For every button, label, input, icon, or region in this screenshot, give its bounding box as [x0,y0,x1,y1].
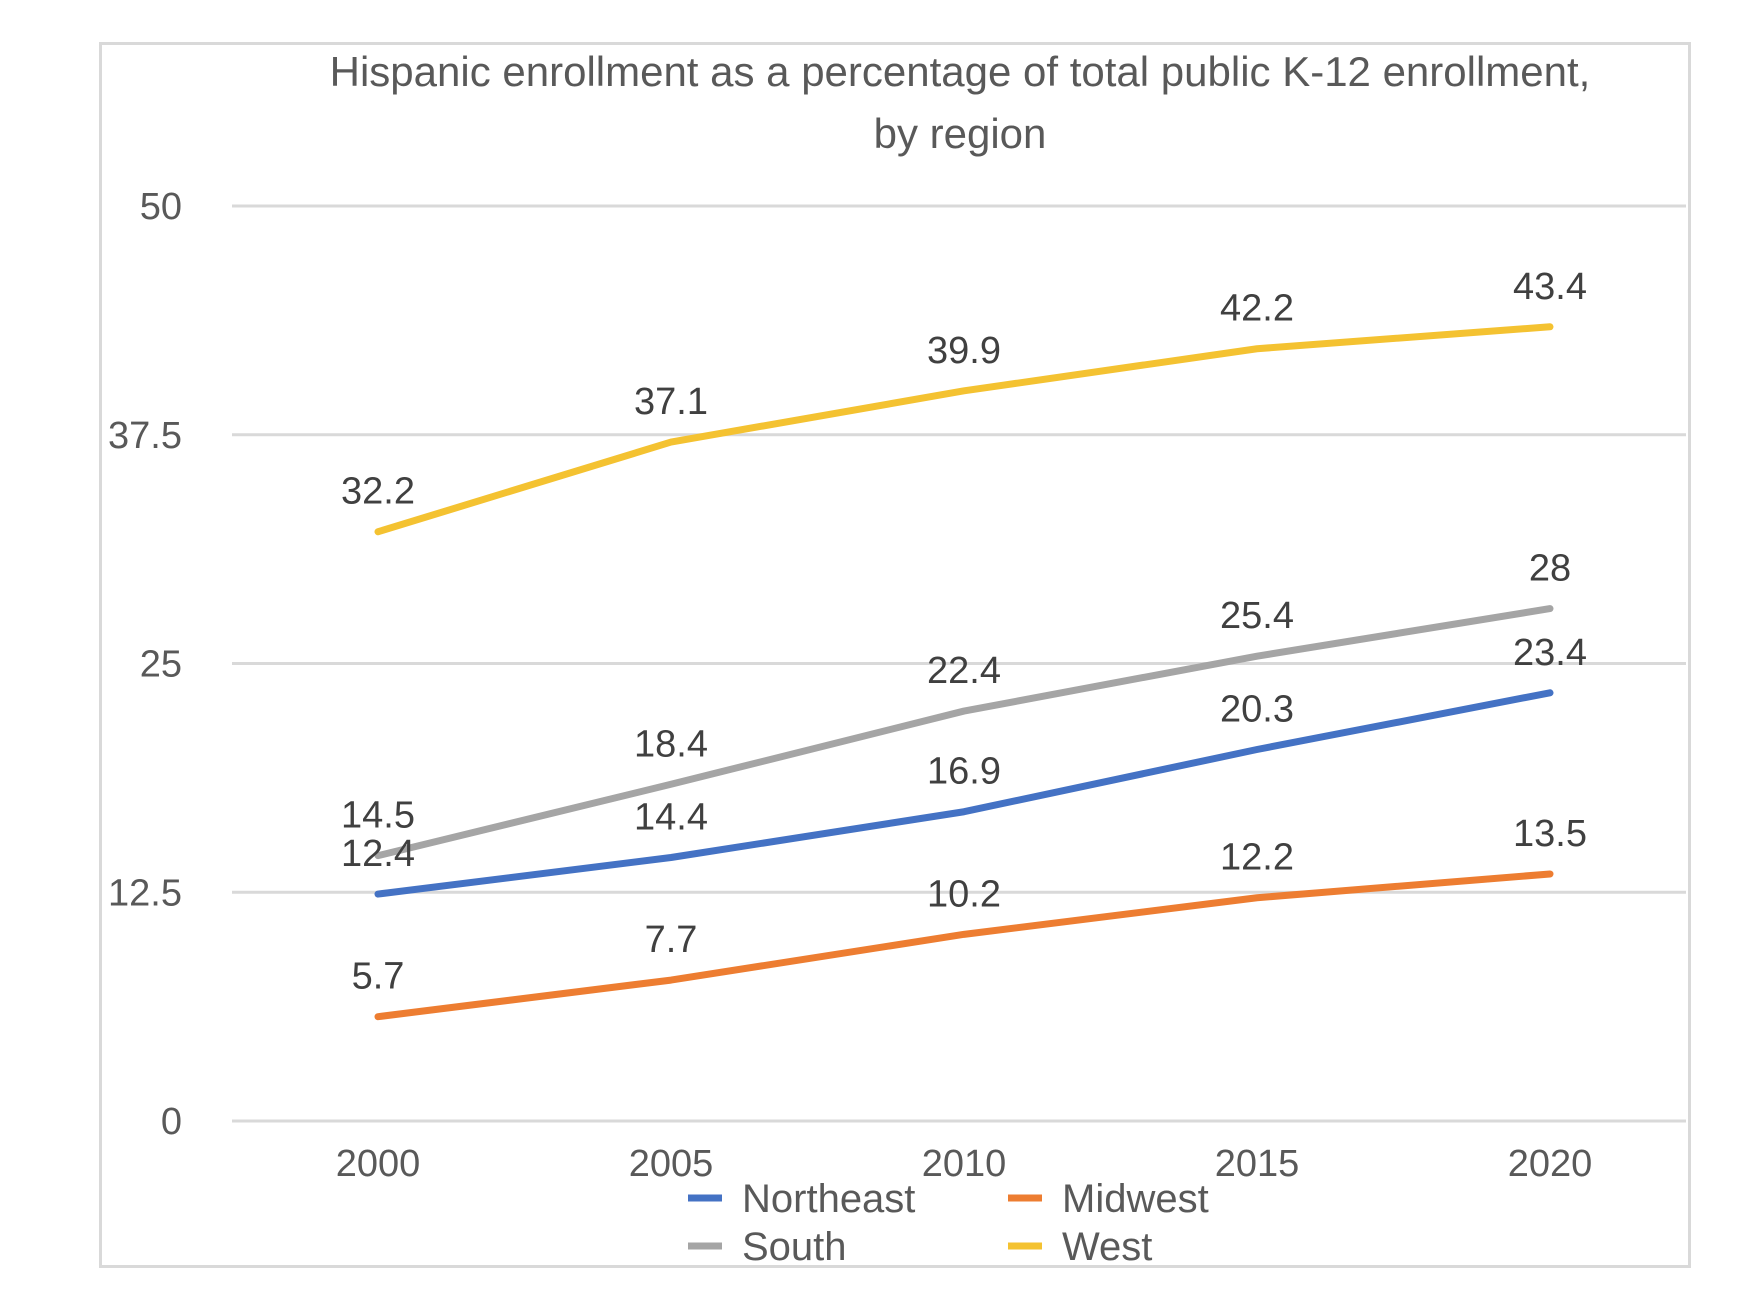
data-labels: 12.4 14.4 16.9 20.3 23.4 5.7 7.7 10.2 12.2 13.5 14… [341,266,1587,998]
data-label-midwest: 12.2 [1220,837,1294,879]
y-tick-label: 37.5 [108,415,182,457]
x-axis-tick-labels: 2000 2005 2010 2015 2020 [336,1143,1593,1185]
data-label-south: 18.4 [634,723,708,765]
data-point-midwest [377,1015,379,1018]
y-tick-label: 12.5 [108,872,182,914]
data-point-west [1256,347,1258,350]
data-label-south: 22.4 [927,650,1001,692]
x-tick-label: 2015 [1215,1143,1300,1185]
data-label-west: 37.1 [634,381,708,423]
data-point-northeast [1256,748,1258,751]
legend-label-northeast: Northeast [742,1177,915,1221]
data-label-west: 43.4 [1513,266,1587,308]
data-label-northeast: 16.9 [927,751,1001,793]
data-label-northeast: 20.3 [1220,689,1294,731]
data-point-midwest [1549,872,1551,875]
data-label-south: 25.4 [1220,595,1294,637]
legend-label-midwest: Midwest [1062,1177,1209,1221]
data-label-midwest: 10.2 [927,873,1001,915]
data-point-northeast [377,893,379,896]
data-label-northeast: 23.4 [1513,632,1587,674]
data-label-south: 28 [1529,548,1571,590]
y-axis-tick-labels: 0 12.5 25 37.5 50 [108,186,182,1143]
gridlines [232,204,1686,1123]
x-tick-label: 2010 [922,1143,1007,1185]
chart-frame [99,42,1691,1268]
series-line-south [374,605,1554,860]
x-tick-label: 2005 [629,1143,714,1185]
x-tick-label: 2020 [1508,1143,1593,1185]
y-tick-label: 50 [140,186,182,228]
legend: Northeast Midwest South West [688,1177,1209,1269]
chart-title-line-1: Hispanic enrollment as a percentage of t… [330,48,1591,95]
legend-label-south: South [742,1225,847,1269]
data-point-midwest [670,979,672,982]
data-point-south [670,783,672,786]
data-label-midwest: 7.7 [645,919,698,961]
data-point-northeast [1549,691,1551,694]
legend-label-west: West [1062,1225,1152,1269]
data-point-midwest [963,933,965,936]
data-point-midwest [1256,896,1258,899]
data-label-northeast: 12.4 [341,833,415,875]
data-point-west [963,389,965,392]
data-label-south: 14.5 [341,795,415,837]
series-line-northeast [374,689,1554,898]
data-point-south [1256,655,1258,658]
data-label-northeast: 14.4 [634,796,708,838]
x-tick-label: 2000 [336,1143,421,1185]
data-point-south [1549,607,1551,610]
data-point-northeast [963,810,965,813]
data-point-south [377,854,379,857]
y-tick-label: 25 [140,644,182,686]
y-tick-label: 0 [161,1101,182,1143]
data-label-midwest: 13.5 [1513,813,1587,855]
data-point-south [963,710,965,713]
data-point-west [1549,325,1551,328]
data-label-west: 32.2 [341,471,415,513]
data-label-west: 39.9 [927,330,1001,372]
data-point-west [377,530,379,533]
data-point-west [670,441,672,444]
data-point-northeast [670,856,672,859]
data-label-west: 42.2 [1220,288,1294,330]
data-label-midwest: 5.7 [352,956,405,998]
chart-title-line-2: by region [874,110,1047,157]
series-lines [374,323,1554,1021]
